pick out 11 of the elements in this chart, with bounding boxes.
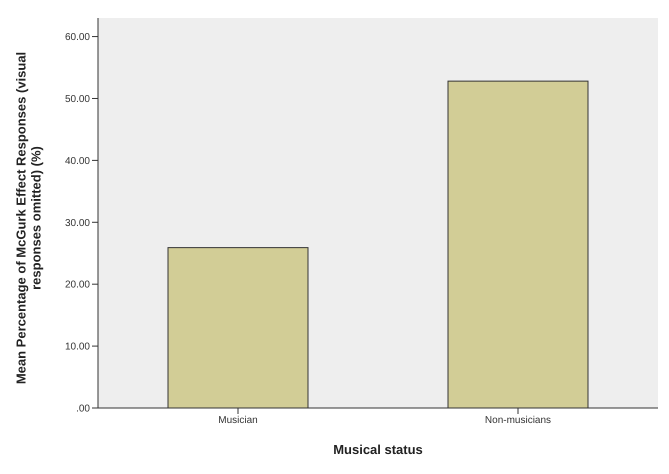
y-tick-label: 50.00: [64, 94, 90, 106]
y-tick-label: 30.00: [64, 218, 90, 229]
x-tick-label: Non-musicians: [484, 415, 552, 426]
y-tick-label: 20.00: [64, 280, 90, 291]
y-tick-label: 10.00: [64, 342, 90, 353]
x-tick-label: Musician: [218, 415, 258, 426]
y-tick-label: 60.00: [64, 32, 90, 44]
y-axis-title: Mean Percentage of McGurk Effect Responses (visual responses omitted) (%): [14, 52, 44, 384]
x-axis-title: Musical status: [333, 442, 423, 457]
y-tick-label: 40.00: [64, 156, 90, 167]
y-tick-label: .00: [76, 404, 90, 415]
